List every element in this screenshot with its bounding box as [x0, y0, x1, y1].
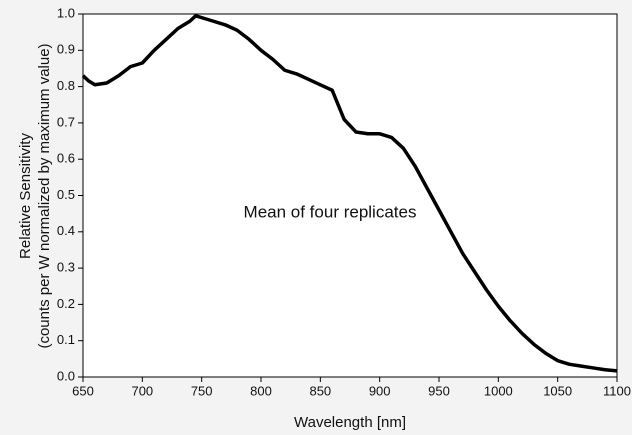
y-tick-label: 0.3: [57, 260, 75, 275]
data-line: [81, 14, 618, 373]
y-tick-label: 0.8: [57, 78, 75, 93]
y-tick-label: 0.4: [57, 223, 75, 238]
x-tick-label: 800: [250, 383, 272, 398]
x-axis-label: Wavelength [nm]: [294, 414, 406, 431]
y-tick-label: 0.1: [57, 332, 75, 347]
y-axis-label: Relative Sensitivity: [17, 133, 34, 259]
y-tick-label: 0.7: [57, 114, 75, 129]
y-tick-label: 0.6: [57, 151, 75, 166]
plot-area: [82, 13, 618, 378]
y-tick-label: 0.5: [57, 187, 75, 202]
x-tick-label: 1000: [484, 383, 513, 398]
y-tick-label: 0.0: [57, 368, 75, 383]
x-tick-label: 950: [428, 383, 450, 398]
x-tick-label: 650: [72, 383, 94, 398]
y-tick-label: 1.0: [57, 5, 75, 20]
y-tick-label: 0.2: [57, 296, 75, 311]
y-axis-label: (counts per W normalized by maximum valu…: [36, 43, 53, 348]
y-tick-label: 0.9: [57, 42, 75, 57]
annotation: Mean of four replicates: [244, 202, 417, 221]
x-tick-label: 750: [191, 383, 213, 398]
x-tick-label: 850: [309, 383, 331, 398]
x-tick-label: 900: [369, 383, 391, 398]
x-tick-label: 700: [131, 383, 153, 398]
x-tick-label: 1050: [543, 383, 572, 398]
x-tick-label: 1100: [603, 383, 631, 398]
